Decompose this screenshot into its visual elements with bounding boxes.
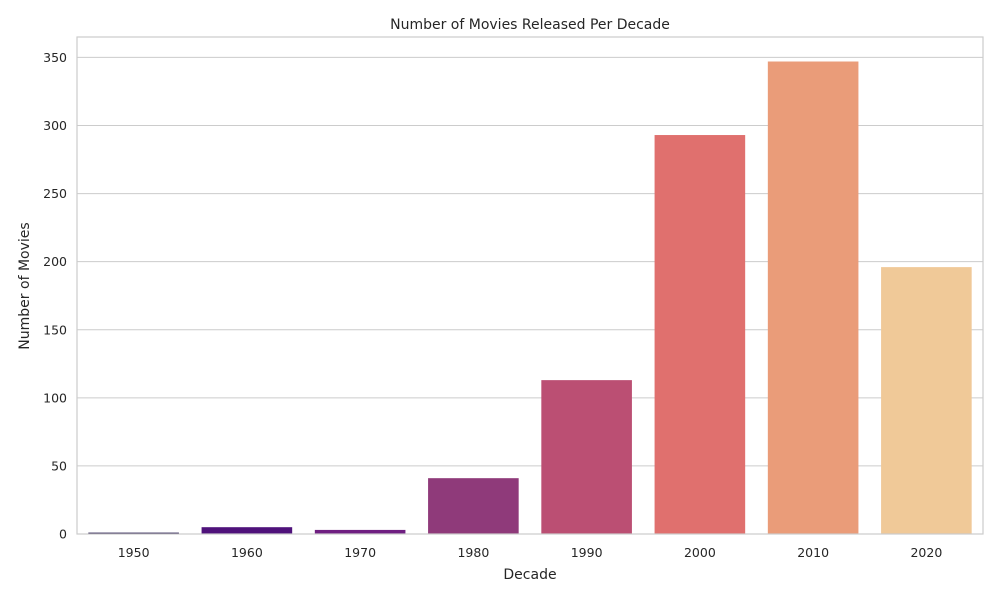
plot-frame xyxy=(76,36,984,535)
x-tick-label: 1990 xyxy=(571,545,603,560)
x-tick-label: 1950 xyxy=(118,545,150,560)
x-tick-layer: 1950 1960 1970 1980 1990 2000 2010 2020 xyxy=(118,545,943,560)
y-tick-label: 350 xyxy=(43,50,67,65)
y-tick-label: 100 xyxy=(43,390,67,405)
y-tick-layer: 0 50 100 150 200 250 300 350 xyxy=(43,50,67,542)
y-tick-label: 0 xyxy=(59,527,67,542)
chart-title: Number of Movies Released Per Decade xyxy=(390,17,670,33)
y-tick-label: 250 xyxy=(43,186,67,201)
y-tick-label: 200 xyxy=(43,254,67,269)
bar-1970 xyxy=(314,529,406,534)
y-tick-label: 150 xyxy=(43,322,67,337)
bar-2010 xyxy=(767,61,859,535)
y-axis-label: Number of Movies xyxy=(17,222,33,349)
bar-2000 xyxy=(654,135,746,534)
bar-2020 xyxy=(881,267,972,534)
y-tick-label: 300 xyxy=(43,118,67,133)
bar-1980 xyxy=(428,478,519,534)
x-tick-label: 1970 xyxy=(344,545,376,560)
bar-layer xyxy=(88,61,972,535)
bar-1950 xyxy=(88,532,179,534)
y-tick-label: 50 xyxy=(51,458,67,473)
bar-1990 xyxy=(541,380,632,534)
x-tick-label: 2000 xyxy=(684,545,716,560)
x-tick-label: 1980 xyxy=(457,545,489,560)
x-tick-label: 2010 xyxy=(797,545,829,560)
x-tick-label: 2020 xyxy=(910,545,942,560)
x-axis-label: Decade xyxy=(503,567,556,583)
bar-1960 xyxy=(201,527,293,534)
grid-layer xyxy=(77,56,983,535)
x-tick-label: 1960 xyxy=(231,545,263,560)
